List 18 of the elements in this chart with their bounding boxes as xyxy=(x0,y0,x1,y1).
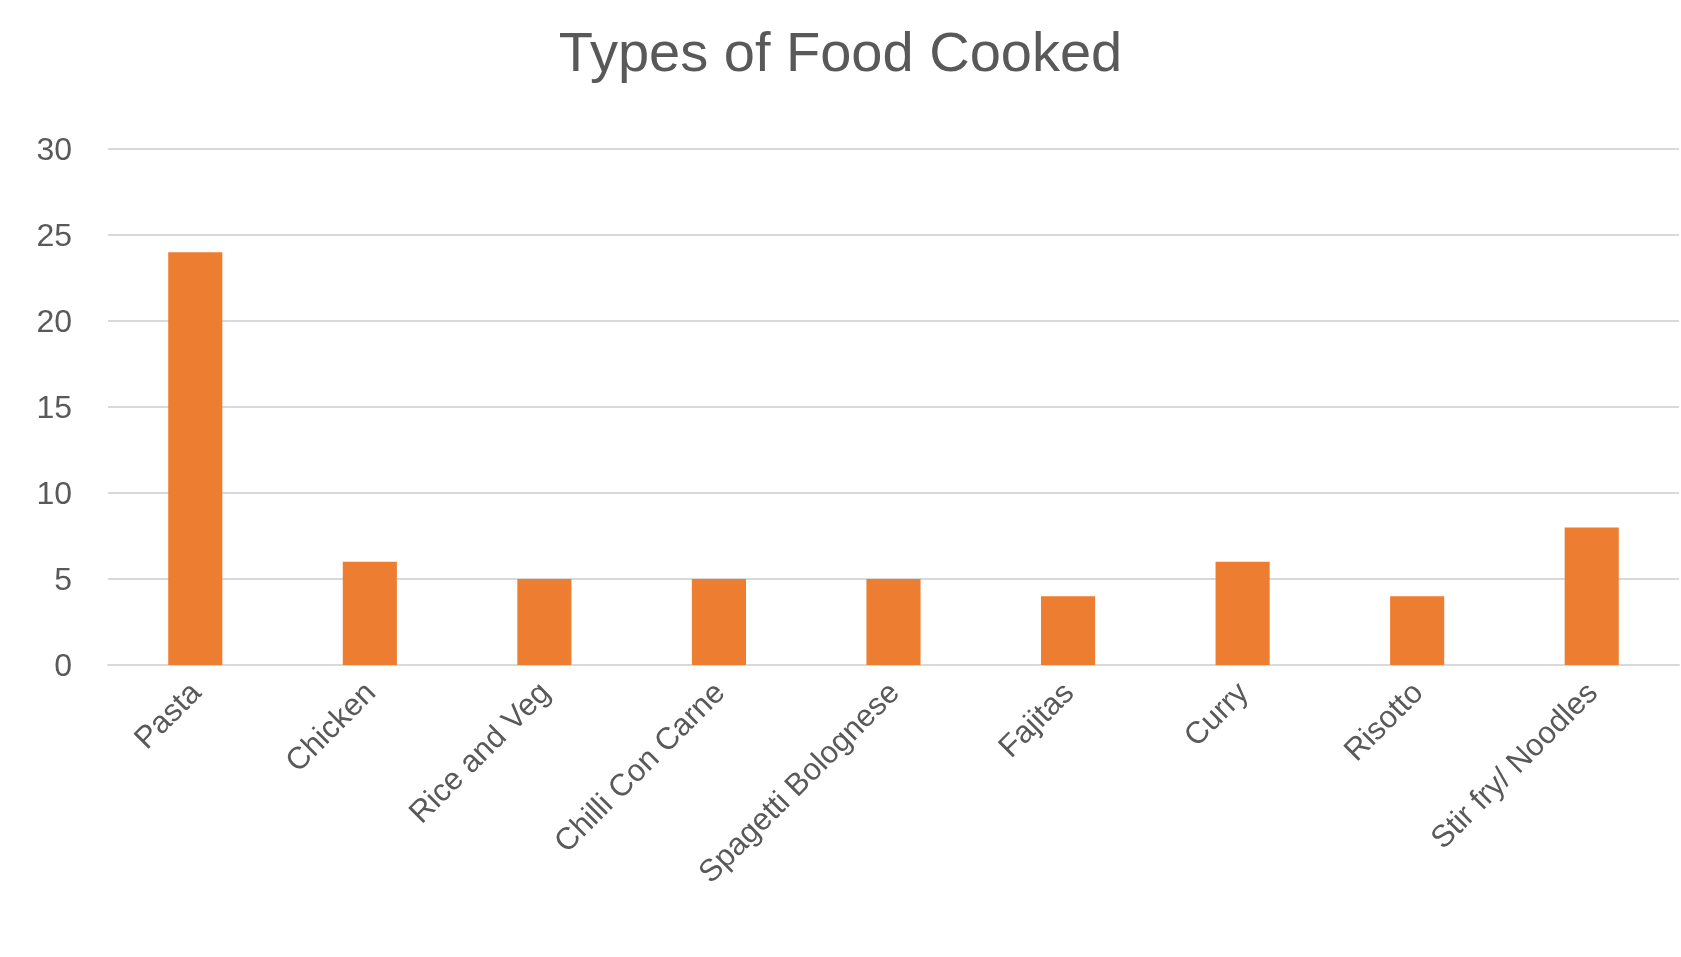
y-tick-label: 5 xyxy=(54,561,72,597)
bar xyxy=(1390,596,1445,665)
y-tick-label: 25 xyxy=(36,217,72,253)
bar xyxy=(168,252,223,665)
y-tick-label: 0 xyxy=(54,647,72,683)
x-tick-label: Rice and Veg xyxy=(401,674,557,830)
bar xyxy=(691,579,746,665)
bar xyxy=(866,579,921,665)
bar xyxy=(517,579,572,665)
y-tick-label: 30 xyxy=(36,131,72,167)
bar xyxy=(342,561,397,665)
y-tick-label: 15 xyxy=(36,389,72,425)
bar xyxy=(1041,596,1096,665)
y-tick-label: 10 xyxy=(36,475,72,511)
chart-title: Types of Food Cooked xyxy=(558,19,1123,83)
bar xyxy=(1564,527,1619,665)
y-tick-label: 20 xyxy=(36,303,72,339)
bar xyxy=(1215,561,1270,665)
